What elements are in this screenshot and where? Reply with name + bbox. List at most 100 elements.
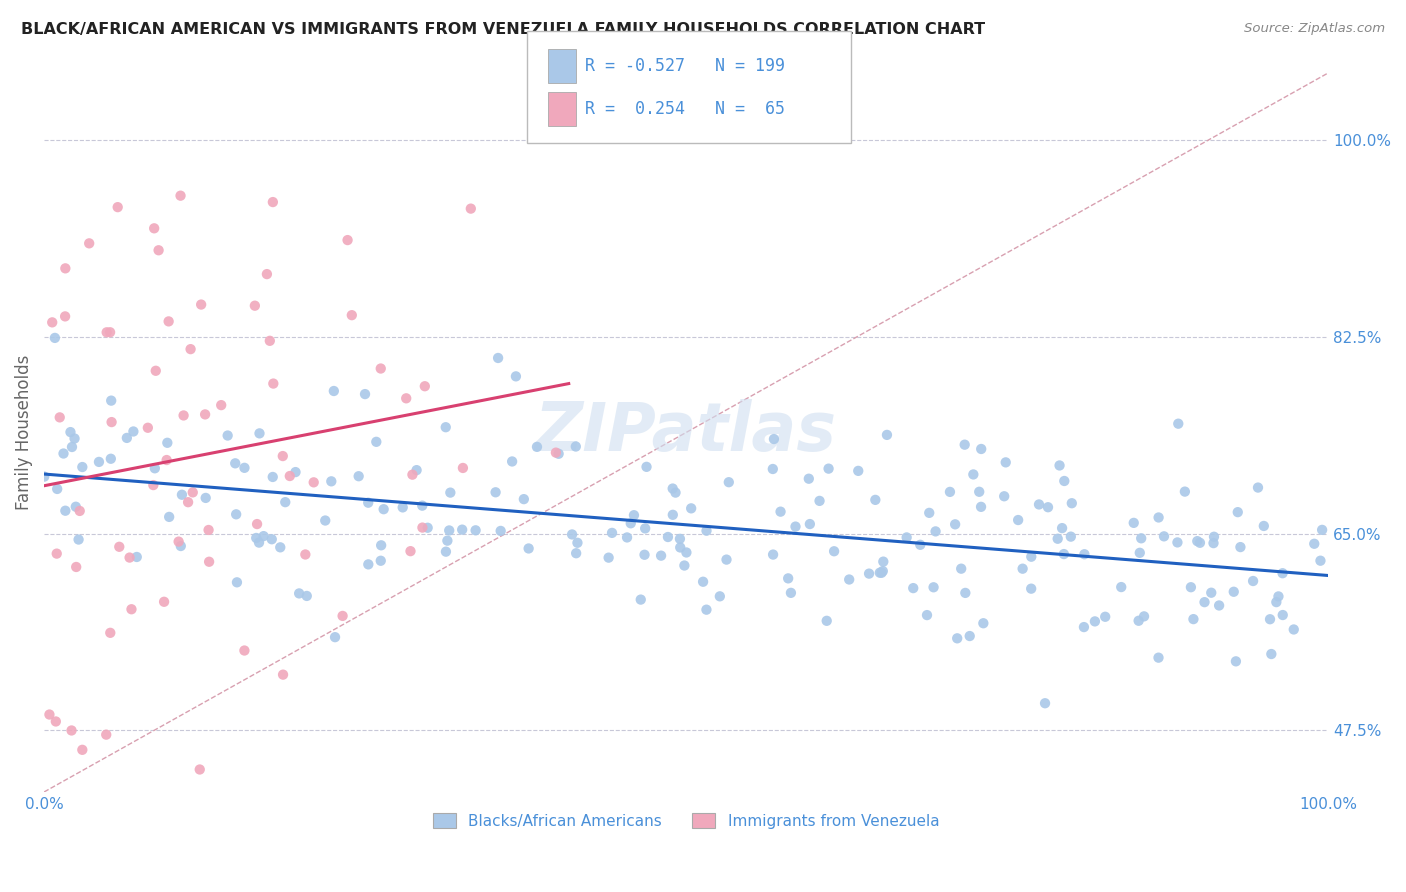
- Point: [918, 506, 941, 520]
- Point: [1053, 547, 1076, 561]
- Point: [769, 505, 792, 519]
- Point: [1303, 537, 1326, 551]
- Point: [915, 608, 938, 623]
- Point: [340, 308, 363, 322]
- Point: [486, 351, 509, 365]
- Point: [44, 331, 66, 345]
- Point: [108, 540, 131, 554]
- Point: [1194, 595, 1216, 609]
- Point: [501, 454, 523, 468]
- Point: [373, 502, 395, 516]
- Point: [60, 440, 83, 454]
- Point: [370, 538, 392, 552]
- Point: [262, 470, 284, 484]
- Point: [838, 573, 860, 587]
- Point: [1188, 536, 1211, 550]
- Point: [634, 521, 657, 535]
- Point: [413, 379, 436, 393]
- Point: [72, 460, 94, 475]
- Point: [817, 461, 839, 475]
- Point: [262, 376, 284, 391]
- Point: [100, 451, 122, 466]
- Point: [77, 236, 100, 251]
- Point: [716, 552, 738, 566]
- Point: [67, 533, 90, 547]
- Point: [148, 244, 170, 258]
- Point: [411, 499, 433, 513]
- Point: [314, 514, 336, 528]
- Point: [1153, 529, 1175, 543]
- Point: [295, 589, 318, 603]
- Point: [598, 550, 620, 565]
- Point: [247, 535, 270, 549]
- Point: [243, 299, 266, 313]
- Point: [823, 544, 845, 558]
- Point: [1060, 530, 1083, 544]
- Point: [226, 575, 249, 590]
- Point: [416, 521, 439, 535]
- Point: [332, 608, 354, 623]
- Point: [1007, 513, 1029, 527]
- Point: [437, 524, 460, 538]
- Point: [197, 523, 219, 537]
- Point: [799, 517, 821, 532]
- Point: [1309, 554, 1331, 568]
- Point: [233, 643, 256, 657]
- Point: [53, 504, 76, 518]
- Point: [323, 630, 346, 644]
- Point: [357, 496, 380, 510]
- Point: [1122, 516, 1144, 530]
- Point: [717, 475, 740, 490]
- Point: [762, 462, 785, 476]
- Point: [505, 369, 527, 384]
- Point: [943, 517, 966, 532]
- Point: [321, 475, 343, 489]
- Point: [1226, 505, 1249, 519]
- Point: [1147, 510, 1170, 524]
- Point: [946, 632, 969, 646]
- Point: [302, 475, 325, 490]
- Point: [1128, 614, 1150, 628]
- Point: [180, 342, 202, 356]
- Point: [53, 261, 76, 276]
- Point: [1050, 521, 1073, 535]
- Point: [993, 489, 1015, 503]
- Point: [1229, 540, 1251, 554]
- Point: [1049, 458, 1071, 473]
- Point: [100, 415, 122, 429]
- Point: [1073, 547, 1095, 561]
- Point: [370, 554, 392, 568]
- Point: [1094, 609, 1116, 624]
- Point: [994, 455, 1017, 469]
- Point: [41, 315, 63, 329]
- Point: [970, 442, 993, 456]
- Point: [157, 314, 180, 328]
- Point: [156, 435, 179, 450]
- Point: [513, 492, 536, 507]
- Point: [167, 534, 190, 549]
- Point: [401, 467, 423, 482]
- Point: [145, 364, 167, 378]
- Point: [181, 485, 204, 500]
- Point: [45, 714, 67, 729]
- Point: [252, 529, 274, 543]
- Point: [681, 501, 703, 516]
- Point: [664, 485, 686, 500]
- Point: [657, 530, 679, 544]
- Point: [1271, 566, 1294, 581]
- Point: [1130, 531, 1153, 545]
- Point: [177, 495, 200, 509]
- Point: [411, 520, 433, 534]
- Point: [100, 393, 122, 408]
- Point: [156, 453, 179, 467]
- Point: [565, 440, 588, 454]
- Point: [188, 763, 211, 777]
- Point: [59, 425, 82, 439]
- Point: [96, 326, 118, 340]
- Point: [63, 432, 86, 446]
- Text: R = -0.527   N = 199: R = -0.527 N = 199: [585, 57, 785, 75]
- Point: [1265, 595, 1288, 609]
- Point: [125, 549, 148, 564]
- Point: [65, 500, 87, 514]
- Point: [561, 527, 583, 541]
